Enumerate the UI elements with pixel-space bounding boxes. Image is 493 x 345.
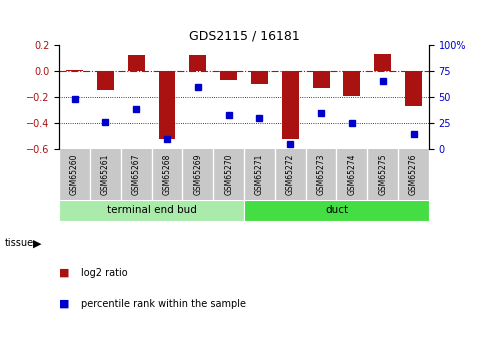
- Text: GSM65273: GSM65273: [317, 154, 325, 195]
- Bar: [189, 55, 206, 71]
- Text: ■: ■: [59, 268, 70, 277]
- Bar: [220, 71, 237, 80]
- Title: GDS2115 / 16181: GDS2115 / 16181: [189, 29, 299, 42]
- Bar: [344, 71, 360, 96]
- Bar: [251, 71, 268, 84]
- Bar: [282, 71, 299, 139]
- Bar: [97, 71, 114, 90]
- Text: tissue: tissue: [5, 238, 34, 248]
- Text: GSM65272: GSM65272: [286, 154, 295, 195]
- Text: duct: duct: [325, 205, 348, 215]
- Bar: [313, 71, 329, 88]
- Text: GSM65268: GSM65268: [163, 154, 172, 195]
- Text: GSM65267: GSM65267: [132, 154, 141, 195]
- Text: GSM65260: GSM65260: [70, 154, 79, 195]
- Bar: [244, 200, 429, 221]
- Bar: [159, 71, 176, 139]
- Text: GSM65271: GSM65271: [255, 154, 264, 195]
- Text: log2 ratio: log2 ratio: [81, 268, 128, 277]
- Text: GSM65269: GSM65269: [193, 154, 202, 195]
- Text: ■: ■: [59, 299, 70, 308]
- Bar: [66, 70, 83, 71]
- Bar: [405, 71, 422, 106]
- Bar: [374, 54, 391, 71]
- Bar: [128, 55, 144, 71]
- Text: percentile rank within the sample: percentile rank within the sample: [81, 299, 246, 308]
- Text: GSM65276: GSM65276: [409, 154, 418, 195]
- Text: ▶: ▶: [33, 238, 41, 248]
- Text: terminal end bud: terminal end bud: [106, 205, 197, 215]
- Text: GSM65261: GSM65261: [101, 154, 110, 195]
- Bar: [59, 200, 244, 221]
- Text: GSM65275: GSM65275: [378, 154, 387, 195]
- Text: GSM65274: GSM65274: [348, 154, 356, 195]
- Text: GSM65270: GSM65270: [224, 154, 233, 195]
